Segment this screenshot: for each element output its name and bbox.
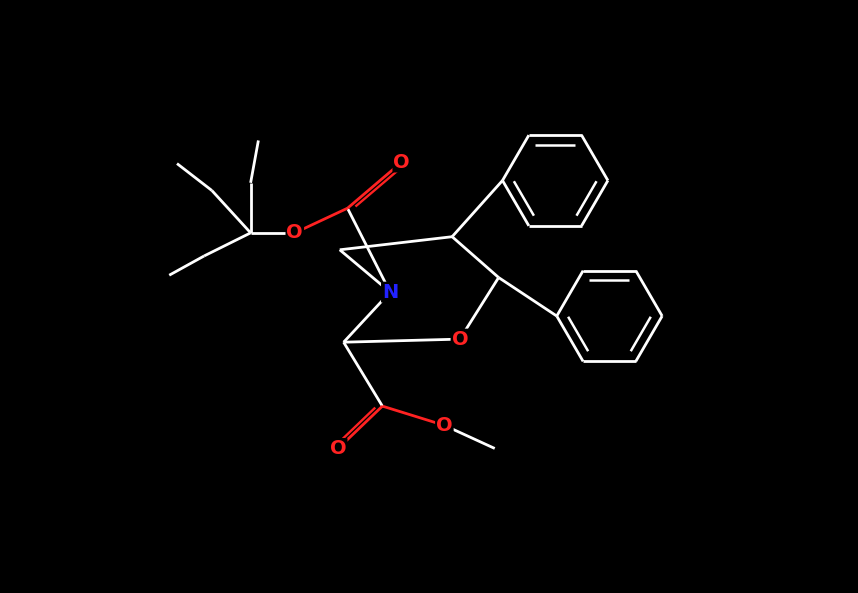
- Text: O: O: [451, 330, 468, 349]
- Text: O: O: [329, 439, 347, 458]
- Text: O: O: [287, 224, 303, 243]
- Text: O: O: [394, 152, 410, 171]
- Text: O: O: [436, 416, 453, 435]
- Text: N: N: [382, 283, 398, 302]
